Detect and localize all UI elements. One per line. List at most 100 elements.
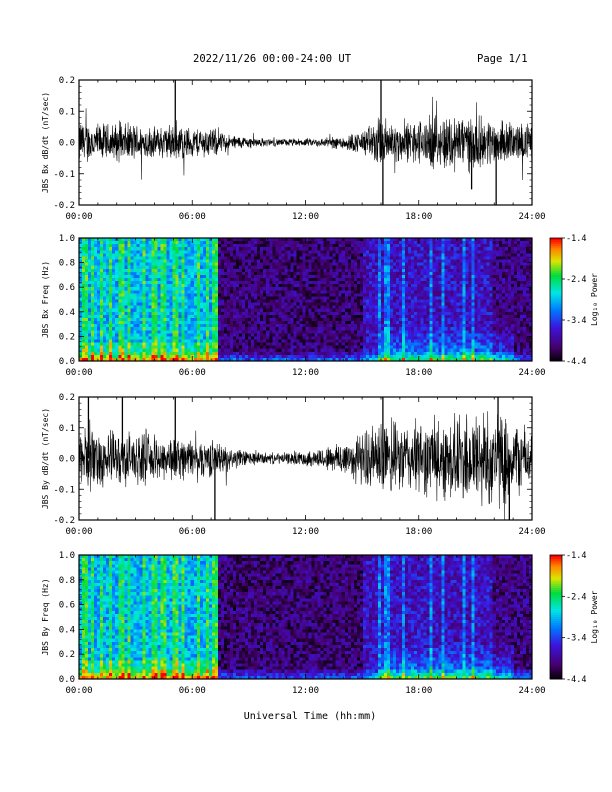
heat-cell — [136, 244, 140, 248]
heat-cell — [190, 259, 195, 263]
heat-cell — [151, 333, 155, 337]
heat-cell — [115, 317, 119, 322]
heat-cell — [145, 238, 149, 242]
heat-cell — [426, 274, 430, 279]
heat-cell — [263, 299, 267, 303]
heat-cell — [296, 262, 300, 267]
heat-cell — [338, 281, 343, 285]
heat-cell — [299, 345, 303, 350]
heat-cell — [199, 287, 204, 291]
heat-cell — [429, 311, 433, 316]
heat-cell — [411, 247, 415, 251]
heat-cell — [432, 351, 436, 356]
heat-cell — [251, 250, 255, 254]
heat-cell — [175, 241, 180, 245]
heat-cell — [420, 238, 424, 242]
heat-cell — [199, 308, 204, 313]
heat-cell — [396, 357, 400, 362]
heat-cell — [390, 357, 394, 362]
heat-cell — [193, 253, 198, 257]
heat-cell — [438, 287, 442, 291]
heat-cell — [175, 238, 180, 242]
heat-cell — [417, 308, 421, 313]
heat-cell — [163, 271, 167, 276]
heat-cell — [196, 265, 201, 270]
heat-cell — [230, 357, 234, 362]
heat-cell — [251, 308, 255, 313]
heat-cell — [329, 354, 334, 359]
heat-cell — [223, 268, 228, 273]
heat-cell — [359, 274, 364, 279]
heat-cell — [205, 330, 210, 334]
heat-cell — [109, 302, 113, 307]
heat-cell — [190, 336, 195, 340]
heat-cell — [82, 259, 86, 263]
heat-cell — [374, 296, 379, 300]
heat-cell — [365, 268, 370, 273]
heat-cell — [275, 265, 279, 270]
heat-cell — [281, 241, 285, 245]
heat-cell — [124, 268, 128, 273]
heat-cell — [387, 290, 391, 294]
heat-cell — [353, 351, 358, 356]
heat-cell — [130, 244, 134, 248]
heat-cell — [347, 324, 352, 328]
heat-cell — [236, 308, 240, 313]
heat-cell — [208, 342, 213, 347]
heat-cell — [251, 281, 255, 285]
heat-cell — [275, 348, 279, 353]
heat-cell — [178, 336, 183, 340]
heat-cell — [350, 321, 355, 325]
heat-cell — [236, 354, 240, 359]
heat-cell — [368, 357, 373, 362]
heat-cell — [293, 247, 297, 251]
heat-cell — [402, 287, 406, 291]
heat-cell — [272, 247, 276, 251]
heat-cell — [435, 296, 439, 300]
heat-cell — [284, 277, 288, 282]
heat-cell — [426, 336, 430, 340]
heat-cell — [317, 327, 321, 331]
heat-cell — [269, 281, 273, 285]
heat-cell — [245, 348, 249, 353]
heat-cell — [266, 262, 270, 267]
heat-cell — [393, 277, 397, 282]
heat-cell — [293, 339, 297, 343]
heat-cell — [287, 333, 291, 337]
heat-cell — [233, 241, 237, 245]
page-indicator: Page 1/1 — [477, 53, 528, 65]
heat-cell — [438, 284, 442, 288]
heat-cell — [332, 253, 337, 257]
heat-cell — [435, 256, 439, 260]
heat-cell — [199, 345, 204, 350]
heat-cell — [269, 330, 273, 334]
heat-cell — [169, 339, 174, 343]
heat-cell — [148, 293, 152, 297]
heat-cell — [217, 345, 222, 350]
heat-cell — [127, 317, 131, 322]
heat-cell — [184, 250, 189, 254]
heat-cell — [85, 268, 89, 273]
heat-cell — [217, 265, 222, 270]
heat-cell — [85, 241, 89, 245]
heat-cell — [127, 308, 131, 313]
heat-cell — [350, 330, 355, 334]
heat-cell — [236, 314, 240, 319]
heat-cell — [326, 293, 331, 297]
heat-cell — [239, 308, 243, 313]
heat-cell — [396, 305, 400, 310]
heat-cell — [438, 281, 442, 285]
heat-cell — [226, 305, 231, 310]
heat-cell — [199, 293, 204, 297]
heat-cell — [368, 317, 373, 322]
heat-cell — [323, 284, 328, 288]
heat-cell — [365, 262, 370, 267]
heat-cell — [160, 314, 164, 319]
heat-cell — [127, 342, 131, 347]
heat-cell — [257, 311, 261, 316]
heat-cell — [323, 345, 328, 350]
heat-cell — [290, 305, 294, 310]
heat-cell — [329, 314, 334, 319]
heat-cell — [181, 271, 186, 276]
heat-cell — [94, 293, 98, 297]
